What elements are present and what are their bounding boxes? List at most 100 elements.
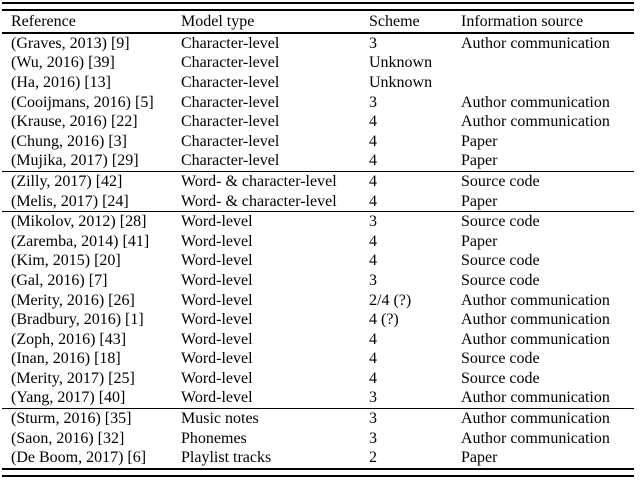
cell-information-source: Author communication [461, 93, 610, 111]
cell-scheme: 2 [369, 449, 377, 467]
cell-information-source: Paper [461, 449, 498, 467]
cell-scheme: 4 [369, 172, 377, 190]
cell-information-source: Paper [461, 192, 498, 210]
cell-scheme: 4 [369, 152, 377, 170]
table-row: (Ha, 2016) [13] Character-level Unknown [2, 73, 634, 93]
cell-scheme: 4 [369, 350, 377, 368]
cell-information-source: Author communication [461, 410, 610, 428]
cell-scheme: 4 [369, 369, 377, 387]
references-scheme-table: Reference Model type Scheme Information … [2, 2, 634, 478]
cell-information-source: Source code [461, 172, 540, 190]
cell-information-source: Source code [461, 213, 540, 231]
cell-scheme: 3 [369, 410, 377, 428]
column-header-information-source: Information source [461, 12, 584, 30]
table-row: (Yang, 2017) [40] Word-level 3 Author co… [2, 389, 634, 409]
table-row-group: (Zilly, 2017) [42] Word- & character-lev… [2, 171, 634, 211]
cell-scheme: 4 [369, 330, 377, 348]
cell-model-type: Word- & character-level [181, 172, 337, 190]
cell-model-type: Character-level [181, 132, 280, 150]
cell-reference: (Ha, 2016) [13] [11, 73, 111, 91]
cell-information-source: Author communication [461, 429, 610, 447]
table-row: (Graves, 2013) [9] Character-level 3 Aut… [2, 34, 634, 54]
table-row: (Chung, 2016) [3] Character-level 4 Pape… [2, 132, 634, 152]
table-row: (Bradbury, 2016) [1] Word-level 4 (?) Au… [2, 310, 634, 330]
cell-reference: (Mujika, 2017) [29] [11, 152, 139, 170]
table-row: (Zoph, 2016) [43] Word-level 4 Author co… [2, 330, 634, 350]
cell-information-source: Source code [461, 271, 540, 289]
column-header-reference: Reference [11, 12, 76, 30]
cell-information-source: Paper [461, 152, 498, 170]
cell-model-type: Word-level [181, 389, 253, 407]
cell-model-type: Phonemes [181, 429, 247, 447]
cell-reference: (Bradbury, 2016) [1] [11, 311, 144, 329]
cell-information-source: Author communication [461, 291, 610, 309]
cell-reference: (Cooijmans, 2016) [5] [11, 93, 154, 111]
cell-reference: (Zilly, 2017) [42] [11, 172, 123, 190]
cell-model-type: Character-level [181, 54, 280, 72]
cell-model-type: Word-level [181, 232, 253, 250]
cell-model-type: Word- & character-level [181, 192, 337, 210]
cell-scheme: 4 [369, 192, 377, 210]
cell-model-type: Word-level [181, 369, 253, 387]
table-row: (Mikolov, 2012) [28] Word-level 3 Source… [2, 212, 634, 232]
cell-information-source: Source code [461, 350, 540, 368]
cell-information-source: Source code [461, 252, 540, 270]
cell-model-type: Word-level [181, 330, 253, 348]
table-row: (Zaremba, 2014) [41] Word-level 4 Paper [2, 232, 634, 252]
cell-scheme: 4 (?) [369, 311, 399, 329]
cell-reference: (Mikolov, 2012) [28] [11, 213, 147, 231]
cell-scheme: 4 [369, 232, 377, 250]
table-body: (Graves, 2013) [9] Character-level 3 Aut… [2, 34, 634, 468]
table-row-group: (Sturm, 2016) [35] Music notes 3 Author … [2, 408, 634, 468]
cell-information-source: Author communication [461, 330, 610, 348]
cell-reference: (Gal, 2016) [7] [11, 271, 108, 289]
table-row: (Gal, 2016) [7] Word-level 3 Source code [2, 271, 634, 291]
cell-scheme: 3 [369, 389, 377, 407]
cell-model-type: Character-level [181, 113, 280, 131]
cell-reference: (Saon, 2016) [32] [11, 429, 125, 447]
cell-scheme: 4 [369, 252, 377, 270]
table-row: (Wu, 2016) [39] Character-level Unknown [2, 54, 634, 74]
cell-reference: (Kim, 2015) [20] [11, 252, 121, 270]
cell-reference: (Graves, 2013) [9] [11, 34, 130, 52]
cell-model-type: Word-level [181, 271, 253, 289]
table-row: (Sturm, 2016) [35] Music notes 3 Author … [2, 409, 634, 429]
cell-scheme: Unknown [369, 73, 433, 91]
cell-scheme: 3 [369, 34, 377, 52]
table-row-group: (Graves, 2013) [9] Character-level 3 Aut… [2, 34, 634, 171]
cell-reference: (Chung, 2016) [3] [11, 132, 127, 150]
column-header-model-type: Model type [181, 12, 255, 30]
cell-information-source: Author communication [461, 34, 610, 52]
cell-model-type: Word-level [181, 311, 253, 329]
cell-information-source: Author communication [461, 311, 610, 329]
cell-reference: (Merity, 2016) [26] [11, 291, 135, 309]
cell-scheme: 3 [369, 271, 377, 289]
table-row: (Inan, 2016) [18] Word-level 4 Source co… [2, 350, 634, 370]
cell-model-type: Character-level [181, 34, 280, 52]
table-row: (De Boom, 2017) [6] Playlist tracks 2 Pa… [2, 448, 634, 468]
cell-scheme: 3 [369, 93, 377, 111]
cell-model-type: Playlist tracks [181, 449, 272, 467]
cell-reference: (Krause, 2016) [22] [11, 113, 138, 131]
cell-scheme: 3 [369, 213, 377, 231]
cell-model-type: Character-level [181, 93, 280, 111]
table-header-row: Reference Model type Scheme Information … [2, 11, 634, 32]
cell-reference: (Zoph, 2016) [43] [11, 330, 127, 348]
cell-model-type: Music notes [181, 410, 259, 428]
table-row-group: (Mikolov, 2012) [28] Word-level 3 Source… [2, 211, 634, 408]
table-row: (Krause, 2016) [22] Character-level 4 Au… [2, 112, 634, 132]
cell-scheme: Unknown [369, 54, 433, 72]
cell-reference: (Merity, 2017) [25] [11, 369, 135, 387]
table-row: (Melis, 2017) [24] Word- & character-lev… [2, 192, 634, 212]
table-row: (Merity, 2017) [25] Word-level 4 Source … [2, 369, 634, 389]
cell-reference: (Melis, 2017) [24] [11, 192, 129, 210]
cell-reference: (Wu, 2016) [39] [11, 54, 115, 72]
cell-information-source: Paper [461, 232, 498, 250]
cell-scheme: 2/4 (?) [369, 291, 412, 309]
cell-reference: (Zaremba, 2014) [41] [11, 232, 150, 250]
table-row: (Cooijmans, 2016) [5] Character-level 3 … [2, 93, 634, 113]
table-row: (Mujika, 2017) [29] Character-level 4 Pa… [2, 152, 634, 172]
cell-reference: (Yang, 2017) [40] [11, 389, 126, 407]
table-row: (Merity, 2016) [26] Word-level 2/4 (?) A… [2, 291, 634, 311]
cell-model-type: Word-level [181, 350, 253, 368]
